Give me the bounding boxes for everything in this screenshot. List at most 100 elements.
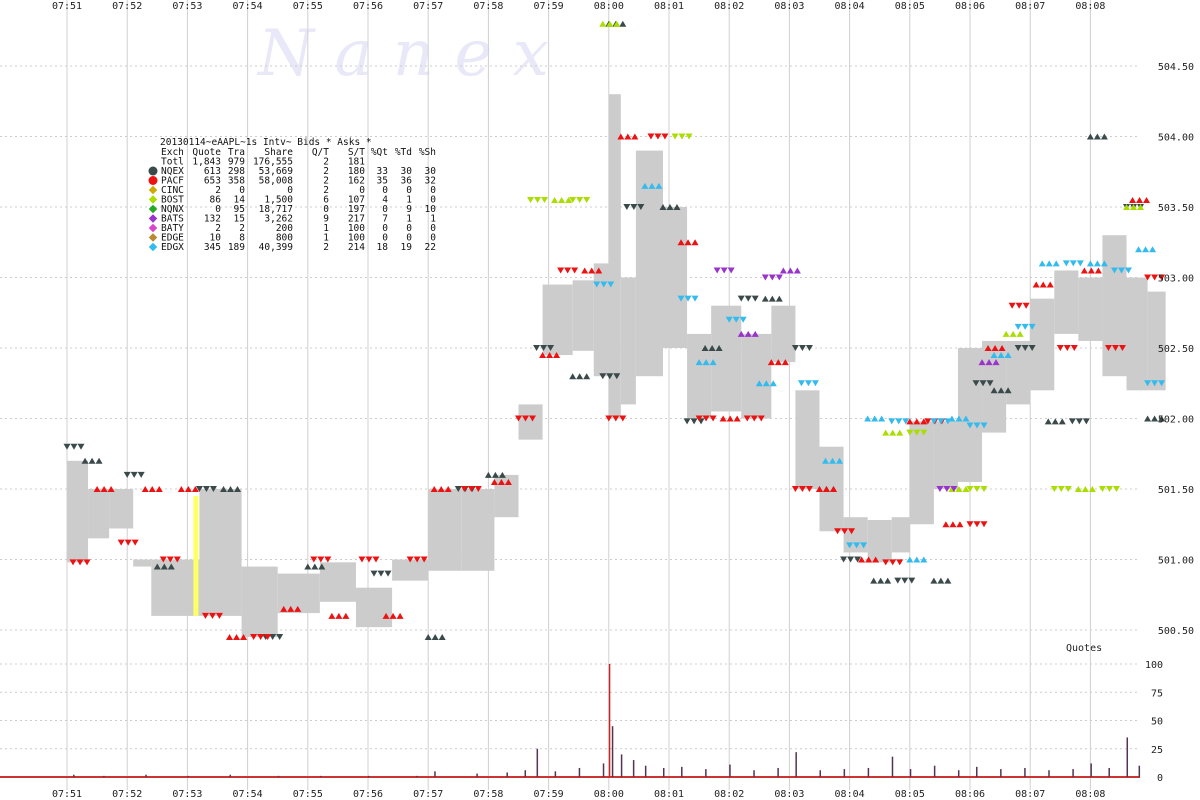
x-tick-label-top: 08:07 [1015,1,1045,12]
quote-marker-edgx [1052,260,1060,267]
quote-marker-pacf [107,486,115,492]
legend-header: Quote [192,147,221,158]
nbbo-band [795,390,820,489]
quote-marker-pacf [984,345,992,351]
quote-marker-edgx [1144,380,1152,387]
nbbo-band [909,421,934,525]
quote-marker-pacf [791,486,799,492]
quote-marker-edgx [888,418,896,425]
quote-marker-pacf [504,478,512,485]
quote-marker-nqex [304,563,312,570]
y-tick-label: 501.00 [1158,556,1194,567]
quote-marker-edgx [1124,267,1132,274]
quote-marker-pacf [117,539,125,546]
volume-tick-label: 100 [1145,660,1163,671]
legend-cell: 0 [406,223,412,234]
quote-marker-edgx [902,418,910,425]
quote-marker-nqex [438,634,446,641]
quote-marker-bats [727,267,735,274]
quote-marker-bats [786,267,794,274]
y-tick-label: 503.00 [1158,274,1194,285]
legend-cell: 979 [228,157,245,168]
x-tick-label-top: 07:57 [413,1,443,12]
quote-marker-bost [551,196,559,203]
quote-marker-nqex [70,443,78,450]
quote-marker-nqex [1044,418,1052,425]
quote-marker-pacf [177,486,185,492]
quote-marker-pacf [949,521,957,528]
legend-cell: 0 [215,204,221,215]
quote-marker-pacf [215,612,223,619]
quote-marker-pacf [240,634,248,641]
volume-bar [909,769,912,777]
quote-marker-pacf [691,239,699,246]
quote-marker-nqex [498,471,506,478]
quote-marker-edgx [593,281,601,288]
nbbo-band [88,489,110,539]
y-tick-label: 503.50 [1158,203,1194,214]
quote-marker-nqex [623,204,631,210]
legend-cell: 2 [215,223,221,234]
quote-marker-pacf [805,486,813,492]
legend-cell: 2 [323,242,329,253]
nbbo-band [662,207,688,348]
x-tick-label-bottom: 08:02 [714,789,744,800]
quote-marker-pacf [830,486,837,492]
x-tick-label-top: 08:05 [895,1,925,12]
quote-marker-pacf [358,556,366,563]
quote-marker-pacf [966,521,974,528]
quote-marker-edgx [691,295,699,302]
quote-marker-edgx [1100,260,1108,267]
quote-marker-bost [558,196,566,203]
quote-marker-pacf [280,605,288,612]
quote-marker-nqex [659,204,667,210]
quote-marker-bats [779,267,787,274]
legend-cell: 30 [425,166,437,177]
volume-bar [632,760,635,777]
quote-marker-pacf [1022,302,1030,309]
legend-cell: 9 [406,204,412,215]
nbbo-band [957,348,983,482]
legend-cell: 2 [215,185,221,196]
legend-cell: 0 [239,185,245,196]
legend-cell: 0 [359,185,365,196]
quote-marker-bost [920,429,928,436]
quote-marker-nqex [997,387,1005,394]
quote-marker-pacf [324,556,332,563]
legend-cell: CINC [161,185,184,196]
quote-marker-bost [962,486,970,492]
quote-marker-pacf [889,559,897,566]
nbbo-band [771,305,796,363]
quote-marker-edgx [1158,380,1166,387]
quote-marker-nqex [1068,418,1076,425]
quote-marker-bost [1088,486,1096,492]
quote-marker-pacf [757,415,765,422]
nbbo-band [355,587,393,628]
x-tick-label-bottom: 08:07 [1015,789,1045,800]
quote-marker-edgx [1004,352,1012,359]
legend-header: Exch [161,147,184,158]
nbbo-band [542,284,573,356]
quote-marker-edgx [962,415,970,422]
quote-marker-pacf [677,239,685,246]
quote-marker-pacf [781,359,789,366]
quote-marker-pacf [624,133,632,140]
quote-marker-nqex [690,418,698,425]
quote-marker-edgx [1038,260,1046,267]
quote-marker-pacf [841,528,849,535]
legend-cell: BATS [161,214,184,225]
volume-bar [843,769,846,777]
quote-marker-bost [613,20,621,27]
quote-marker-nqex [854,556,862,563]
quote-marker-edgx [1086,260,1094,267]
y-tick-label: 501.50 [1158,485,1194,496]
legend-cell: 180 [348,166,365,177]
quote-marker-pacf [444,486,452,492]
quote-marker-bost [527,196,535,203]
quote-marker-pacf [100,486,108,492]
legend-swatch [148,214,158,223]
quote-marker-nqex [540,345,548,351]
nbbo-band [1030,298,1055,391]
volume-axis-label: Quotes [1066,643,1102,654]
quote-marker-pacf [924,418,932,425]
